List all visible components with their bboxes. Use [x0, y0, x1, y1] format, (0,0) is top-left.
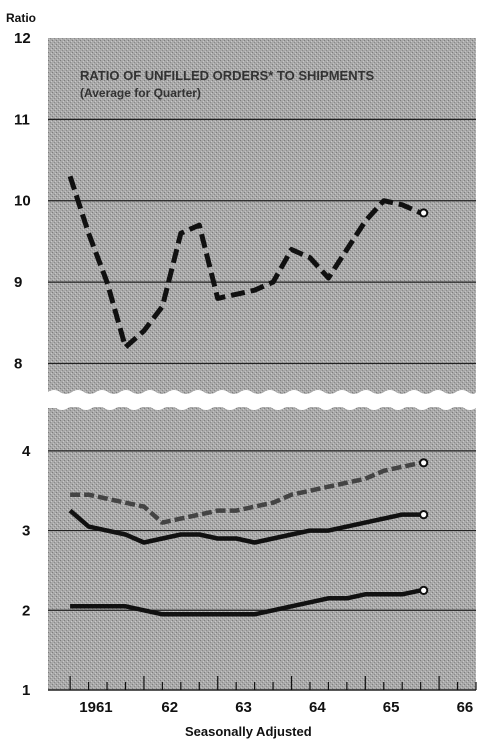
tick-layer: 12 11 10 9 8 4 3 2 1 1961 62 63 64 65 66	[14, 30, 477, 716]
y-tick-label-upper-12: 12	[14, 30, 31, 47]
x-tick-label-62: 62	[161, 699, 178, 716]
grid-layer	[48, 118, 476, 691]
y-tick-label-upper-11: 11	[14, 111, 30, 128]
x-tick-label-66: 66	[457, 699, 474, 716]
series-line-2	[68, 508, 421, 545]
y-tick-label-lower-1: 1	[22, 682, 30, 699]
x-tick-label-1961: 1961	[79, 699, 112, 716]
y-tick-label-lower-4: 4	[22, 443, 31, 460]
series-end-marker-0	[419, 208, 429, 218]
x-tick-label-63: 63	[235, 699, 252, 716]
y-tick-label-upper-8: 8	[14, 355, 22, 372]
upper-panel	[48, 38, 476, 396]
y-axis-label: Ratio	[6, 11, 36, 25]
series-end-marker-2	[419, 510, 429, 520]
series-line-1	[70, 460, 422, 525]
upper-panel-wavy-edge	[48, 390, 476, 400]
chart-subtitle: (Average for Quarter)	[80, 86, 201, 100]
x-tick-label-64: 64	[309, 699, 326, 716]
x-tick-label-65: 65	[383, 699, 400, 716]
series-end-marker-3	[419, 585, 429, 595]
series-layer	[67, 175, 429, 617]
y-tick-label-upper-9: 9	[14, 274, 22, 291]
lower-panel	[48, 407, 476, 690]
series-line-3	[70, 588, 422, 617]
series-line-0	[67, 175, 422, 350]
chart-title: RATIO OF UNFILLED ORDERS* TO SHIPMENTS	[80, 68, 375, 83]
lower-panel-wavy-edge	[48, 400, 476, 410]
y-tick-label-lower-2: 2	[22, 602, 30, 619]
y-tick-label-upper-10: 10	[14, 193, 31, 210]
x-axis-label: Seasonally Adjusted	[185, 724, 312, 739]
y-tick-label-lower-3: 3	[22, 523, 30, 540]
series-end-marker-1	[419, 458, 429, 468]
